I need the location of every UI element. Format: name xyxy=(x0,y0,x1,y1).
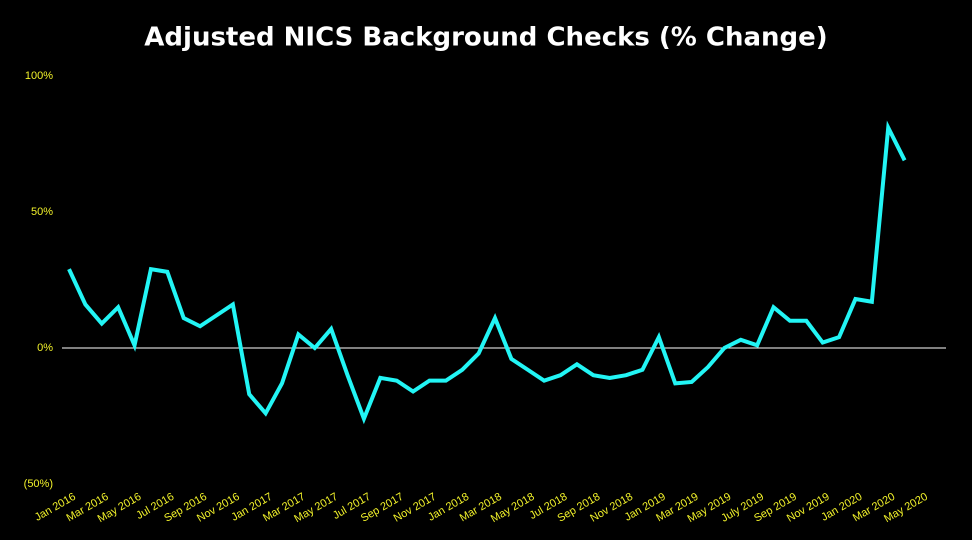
chart-title: Adjusted NICS Background Checks (% Chang… xyxy=(144,23,827,53)
y-tick-label: 100% xyxy=(25,70,53,82)
data-line xyxy=(67,120,907,425)
y-tick-label: 50% xyxy=(31,206,53,218)
y-tick-label: 0% xyxy=(37,342,53,354)
y-tick-label: (50%) xyxy=(24,478,53,490)
